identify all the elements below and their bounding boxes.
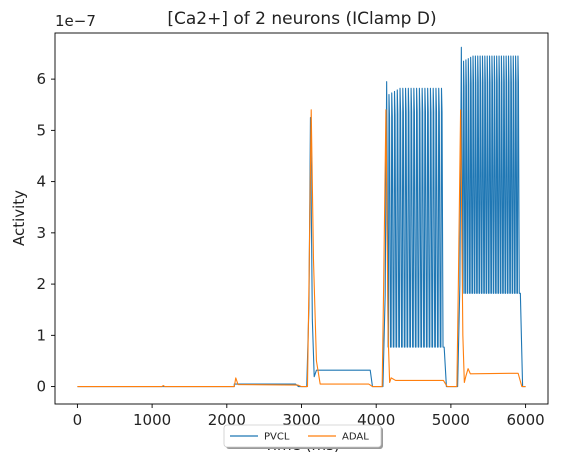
axes-layer: 0 1000 2000 3000 4000 5000 6000 0 1 2 3 4 5 6: [36, 32, 549, 429]
x-tick-label: 3000: [282, 411, 320, 429]
x-tick-label: 5000: [432, 411, 470, 429]
y-tick-label: 5: [36, 121, 46, 139]
chart-title: [Ca2+] of 2 neurons (IClamp D): [167, 9, 436, 29]
y-offset-text: 1e−7: [55, 12, 96, 30]
x-tick-label: 2000: [208, 411, 246, 429]
x-tick-label: 1000: [133, 411, 171, 429]
y-tick-label: 4: [36, 173, 46, 191]
x-tick-label: 4000: [357, 411, 395, 429]
y-tick-label: 2: [36, 275, 46, 293]
y-tick-label: 6: [36, 70, 46, 88]
series-layer: [77, 46, 526, 388]
x-tick-label: 0: [73, 411, 83, 429]
legend-label-pvcl: PVCL: [264, 432, 290, 443]
legend-box: [223, 424, 382, 448]
legend: PVCL ADAL: [223, 424, 383, 449]
y-axis-label: Activity: [10, 190, 28, 246]
y-tick-label: 3: [36, 224, 46, 242]
series-line-pvcl: [77, 46, 526, 388]
y-tick-label: 1: [36, 326, 46, 344]
y-tick-label: 0: [36, 378, 46, 396]
x-tick-label: 6000: [506, 411, 544, 429]
series-line-adal: [77, 109, 526, 388]
legend-label-adal: ADAL: [342, 432, 369, 443]
